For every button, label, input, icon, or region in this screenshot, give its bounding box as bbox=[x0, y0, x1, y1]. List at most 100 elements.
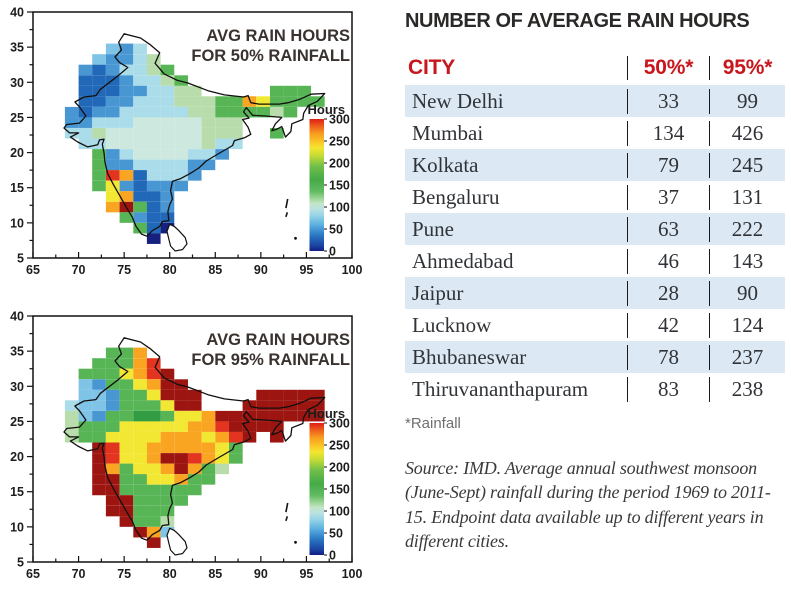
heat-cell bbox=[78, 432, 93, 443]
heat-cell bbox=[174, 128, 188, 139]
heat-cell bbox=[92, 442, 106, 454]
heat-cell bbox=[119, 379, 134, 390]
heat-cell bbox=[119, 43, 134, 55]
heat-cell bbox=[133, 432, 147, 443]
heat-cell bbox=[229, 453, 243, 464]
heat-cell bbox=[78, 96, 93, 107]
city-cell: Kolkata bbox=[412, 152, 479, 177]
heat-cell bbox=[146, 474, 161, 485]
islands-mark bbox=[285, 502, 289, 513]
heat-cell bbox=[92, 463, 106, 475]
heat-cell bbox=[133, 453, 147, 464]
heat-cell bbox=[133, 442, 147, 454]
heat-cell bbox=[78, 400, 93, 411]
colorbar-tick-label: 300 bbox=[329, 417, 350, 431]
heat-cell bbox=[64, 410, 79, 422]
heat-cell bbox=[174, 474, 188, 485]
table-footnote: *Rainfall bbox=[405, 415, 461, 432]
heat-cell bbox=[160, 170, 175, 181]
x-axis-tick-label: 70 bbox=[72, 263, 86, 277]
heat-cell bbox=[133, 347, 147, 359]
heat-cell bbox=[160, 410, 175, 422]
heat-cell bbox=[187, 474, 202, 485]
city-cell: Pune bbox=[412, 216, 454, 241]
value-95pct-cell: 245 bbox=[709, 152, 785, 178]
heat-cell bbox=[92, 149, 106, 160]
heat-cell bbox=[133, 54, 147, 65]
heat-cell bbox=[119, 368, 134, 380]
heat-cell bbox=[119, 191, 134, 202]
heat-cell bbox=[119, 410, 134, 422]
table-row: Mumbai 134 426 bbox=[405, 117, 785, 149]
islands-mark bbox=[285, 198, 289, 209]
heat-cell bbox=[146, 159, 161, 171]
heat-cell bbox=[146, 400, 161, 411]
rain-hours-table-panel: NUMBER OF AVERAGE RAIN HOURS CITY 50%* 9… bbox=[405, 10, 785, 554]
heat-cell bbox=[215, 138, 229, 150]
heat-cell bbox=[146, 222, 161, 234]
heat-cell bbox=[160, 516, 175, 527]
heat-cell bbox=[160, 505, 175, 517]
column-header-95pct: 95%* bbox=[709, 56, 785, 80]
value-50pct-cell: 79 bbox=[627, 152, 709, 178]
heat-cell bbox=[119, 180, 134, 192]
colorbar-tick-label: 250 bbox=[329, 439, 350, 453]
heat-cell bbox=[311, 410, 325, 422]
india-outline bbox=[63, 337, 326, 541]
heat-cell bbox=[78, 117, 93, 128]
heat-cell bbox=[133, 170, 147, 181]
heat-cell bbox=[119, 159, 134, 171]
heat-cell bbox=[187, 389, 202, 401]
column-header-city: CITY bbox=[408, 56, 456, 79]
heat-cell bbox=[105, 432, 120, 443]
heat-cell bbox=[133, 159, 147, 171]
heat-cell bbox=[311, 389, 325, 401]
heat-cell bbox=[133, 138, 147, 150]
heat-cell bbox=[187, 432, 202, 443]
colorbar-tick-label: 100 bbox=[329, 201, 350, 215]
x-axis-tick-label: 95 bbox=[299, 567, 313, 581]
heat-cell bbox=[256, 421, 270, 432]
heat-cell bbox=[201, 410, 216, 422]
heat-cell bbox=[256, 400, 270, 411]
heat-cell bbox=[297, 96, 311, 107]
map-title-line: AVG RAIN HOURS bbox=[206, 27, 350, 45]
heat-cell bbox=[297, 85, 311, 97]
heat-cell bbox=[105, 138, 120, 150]
heat-cell bbox=[270, 389, 284, 401]
value-95pct-cell: 237 bbox=[709, 344, 785, 370]
heat-cell bbox=[92, 400, 106, 411]
heat-cell bbox=[64, 400, 79, 411]
heat-cell bbox=[119, 421, 134, 432]
heat-cell bbox=[187, 463, 202, 475]
heat-cell bbox=[174, 400, 188, 411]
heat-cell bbox=[201, 442, 216, 454]
y-axis-tick-label: 40 bbox=[10, 6, 24, 20]
heat-cell bbox=[92, 379, 106, 390]
heat-cell bbox=[215, 432, 229, 443]
heat-cell bbox=[78, 106, 93, 118]
heat-cell bbox=[105, 453, 120, 464]
table-row: Thiruvananthapuram 83 238 bbox=[405, 373, 785, 405]
heat-cell bbox=[119, 85, 134, 97]
heat-cell bbox=[146, 537, 161, 548]
heat-cell bbox=[201, 106, 216, 118]
heat-cell bbox=[174, 170, 188, 181]
heat-cell bbox=[187, 85, 202, 97]
heat-cell bbox=[119, 64, 134, 76]
island-dot bbox=[294, 540, 297, 544]
city-cell: Bengaluru bbox=[412, 184, 500, 209]
heat-cell bbox=[146, 149, 161, 160]
heat-cell bbox=[160, 149, 175, 160]
heat-cell bbox=[92, 432, 106, 443]
heat-cell bbox=[270, 432, 284, 443]
heat-cell bbox=[146, 432, 161, 443]
heat-cell bbox=[146, 516, 161, 527]
heat-cell bbox=[174, 389, 188, 401]
heat-cell bbox=[105, 474, 120, 485]
heat-cell bbox=[160, 191, 175, 202]
heat-cell bbox=[160, 368, 175, 380]
heat-cell bbox=[78, 379, 93, 390]
heat-cell bbox=[201, 463, 216, 475]
india-outline bbox=[63, 33, 326, 237]
